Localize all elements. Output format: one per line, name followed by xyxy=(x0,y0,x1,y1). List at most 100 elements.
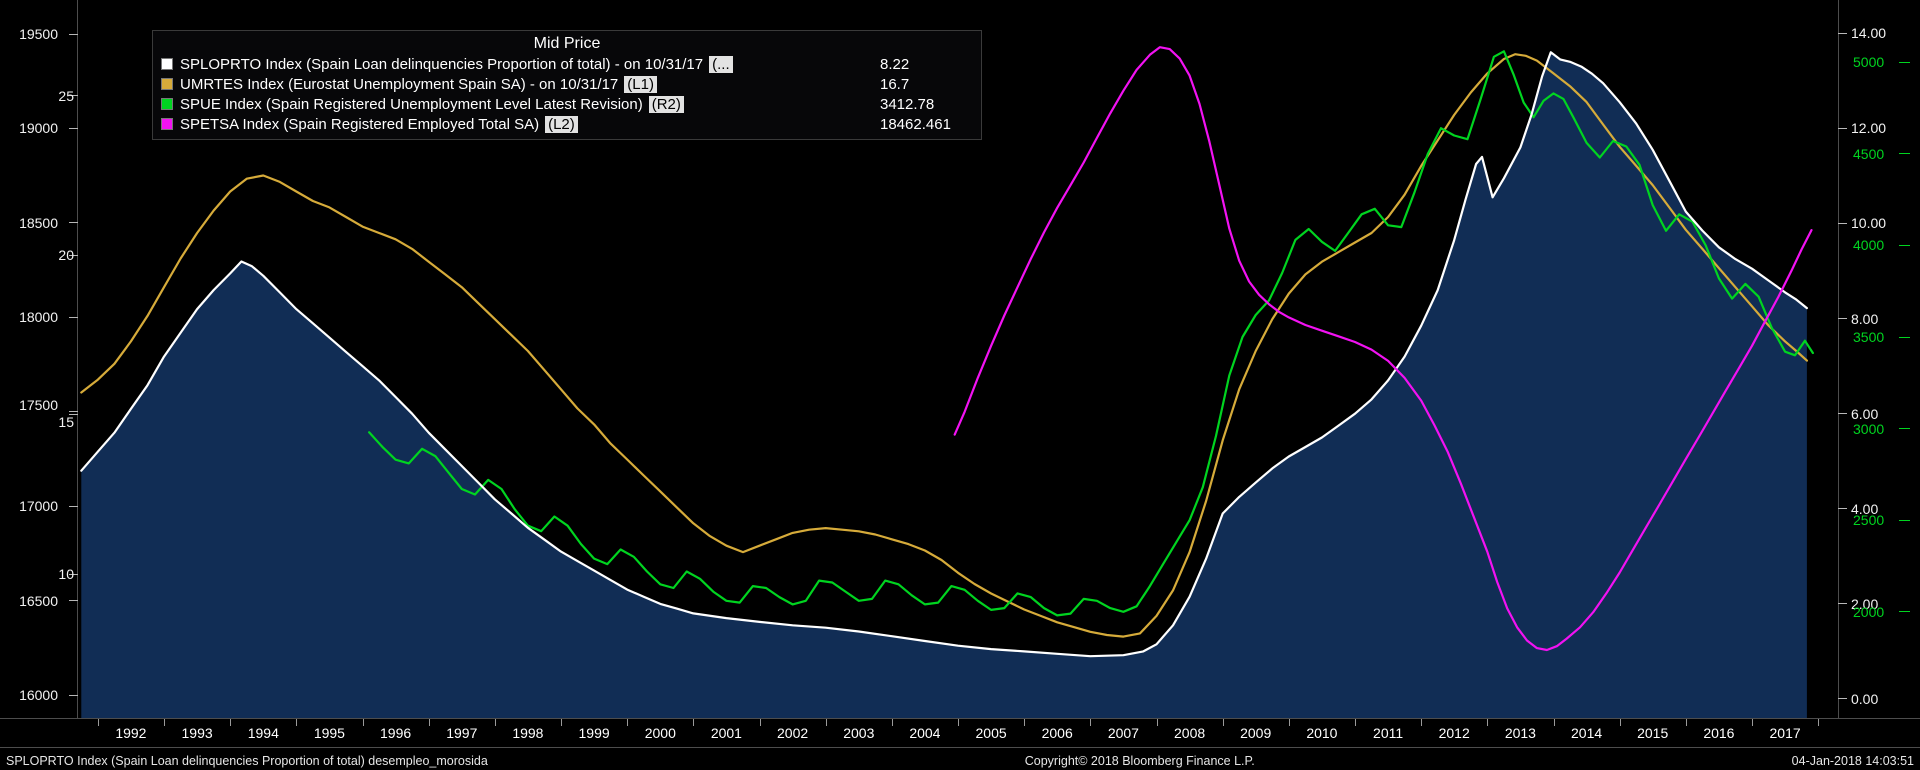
x-axis-year-label: 1992 xyxy=(115,725,147,741)
left-axis-tick xyxy=(69,127,78,129)
x-axis-tick xyxy=(1752,719,1753,726)
left-axis-label-l1: 15 xyxy=(58,413,74,430)
left-axis-tick xyxy=(69,33,78,35)
x-axis-year-label: 2010 xyxy=(1306,725,1338,741)
left-axis-tick xyxy=(69,573,78,575)
left-axis-tick xyxy=(69,414,78,416)
x-axis-tick xyxy=(627,719,629,726)
legend-row-value: 3412.78 xyxy=(880,95,935,113)
x-axis-year-label: 1999 xyxy=(578,725,610,741)
legend-row-label: SPLOPRTO Index (Spain Loan delinquencies… xyxy=(180,55,704,73)
legend-row-value: 8.22 xyxy=(880,55,910,73)
right-axis-tick-r2 xyxy=(1899,519,1910,521)
x-axis-tick xyxy=(1156,719,1158,726)
x-axis-tick xyxy=(1222,719,1224,726)
status-bar-copyright: Copyright© 2018 Bloomberg Finance L.P. xyxy=(1024,753,1255,768)
x-axis-tick xyxy=(1421,719,1423,726)
legend-row-umrtes[interactable]: UMRTES Index (Eurostat Unemployment Spai… xyxy=(161,74,973,94)
status-bar-timestamp: 04-Jan-2018 14:03:51 xyxy=(1791,753,1914,768)
legend-axis-tag: (... xyxy=(709,55,733,73)
x-axis-year-label: 1996 xyxy=(380,725,412,741)
x-axis-year-label: 2001 xyxy=(710,725,742,741)
legend-row-text: UMRTES Index (Eurostat Unemployment Spai… xyxy=(180,75,880,93)
x-axis-tick xyxy=(164,719,165,726)
x-axis-year-label: 2008 xyxy=(1174,725,1206,741)
x-axis-year-label: 1994 xyxy=(247,725,279,741)
legend-row-value: 16.7 xyxy=(880,75,910,93)
right-axis-tick-r1 xyxy=(1838,603,1847,605)
x-axis-year-label: 1993 xyxy=(181,725,213,741)
right-axis-label-r2: 5000 xyxy=(1853,54,1885,71)
sploprto-line xyxy=(80,51,1809,658)
x-axis-year-label: 2014 xyxy=(1571,725,1603,741)
right-axis-tick-r2 xyxy=(1899,153,1910,155)
plot-left-border xyxy=(77,0,78,718)
left-axis-label-l2: 16000 xyxy=(19,687,58,704)
right-axis-label-r1: 8.00 xyxy=(1851,310,1879,327)
right-axis-tick-r1 xyxy=(1838,508,1847,510)
right-axis-label-r1: 2.00 xyxy=(1851,595,1879,612)
left-axis-tick xyxy=(69,316,78,318)
x-axis-year-label: 2004 xyxy=(909,725,941,741)
right-axis-label-r1: 6.00 xyxy=(1851,405,1879,422)
legend-row-spetsa[interactable]: SPETSA Index (Spain Registered Employed … xyxy=(161,114,973,134)
x-axis-tick xyxy=(428,719,430,726)
left-axis-tick xyxy=(69,95,78,97)
x-axis-tick xyxy=(1553,719,1555,726)
left-axis-tick xyxy=(69,505,78,507)
x-axis-year-label: 2003 xyxy=(843,725,875,741)
x-axis-year-label: 2002 xyxy=(777,725,809,741)
x-axis-tick xyxy=(891,719,893,726)
legend-row-sploprto[interactable]: SPLOPRTO Index (Spain Loan delinquencies… xyxy=(161,54,973,74)
legend-row-spue[interactable]: SPUE Index (Spain Registered Unemploymen… xyxy=(161,94,973,114)
sploprto-area xyxy=(81,52,1807,718)
right-axis-tick-r1 xyxy=(1838,413,1847,415)
legend-row-text: SPETSA Index (Spain Registered Employed … xyxy=(180,115,880,133)
right-axis-tick-r1 xyxy=(1838,318,1847,320)
right-axis-label-r2: 2500 xyxy=(1853,512,1885,529)
left-axis-label-l2: 17000 xyxy=(19,498,58,515)
x-axis-tick xyxy=(1355,719,1356,726)
umrtes-line xyxy=(80,53,1809,638)
right-axis-label-r2: 2000 xyxy=(1853,603,1885,620)
x-axis-tick xyxy=(1619,719,1621,726)
right-axis-tick-r2 xyxy=(1899,336,1910,338)
x-axis-year-label: 2009 xyxy=(1240,725,1272,741)
x-axis-year-label: 2016 xyxy=(1703,725,1735,741)
x-axis-year-label: 1997 xyxy=(446,725,478,741)
right-axis-label-r1: 10.00 xyxy=(1851,215,1887,232)
left-axis-tick xyxy=(69,222,78,224)
legend-axis-tag: (R2) xyxy=(648,95,684,113)
x-axis-tick xyxy=(230,719,232,726)
spetsa-line xyxy=(953,46,1813,652)
x-axis-year-label: 2017 xyxy=(1769,725,1801,741)
x-axis-tick xyxy=(362,719,364,726)
left-axis-tick xyxy=(69,254,78,256)
series-color-swatch xyxy=(161,78,173,90)
x-axis-band: 1992 1993 1994 1995 1996 1997 1998 1999 2000 2001… xyxy=(0,718,1920,748)
left-axis-label-l2: 17500 xyxy=(19,396,58,413)
x-axis-tick xyxy=(296,719,298,726)
x-axis-tick xyxy=(759,719,761,726)
right-axis-label-r1: 12.00 xyxy=(1851,120,1887,137)
right-axis-tick-r2 xyxy=(1899,611,1910,613)
x-axis-tick xyxy=(1288,719,1290,726)
right-axis-label-r1: 14.00 xyxy=(1851,25,1887,42)
x-axis-year-label: 1995 xyxy=(313,725,345,741)
legend-row-value: 18462.461 xyxy=(880,115,951,133)
legend-title: Mid Price xyxy=(533,35,601,52)
chart-plot-area[interactable] xyxy=(78,0,1838,718)
spue-line xyxy=(368,50,1815,617)
plot-right-border xyxy=(1838,0,1839,718)
status-bar-security-description: SPLOPRTO Index (Spain Loan delinquencies… xyxy=(6,753,488,768)
x-axis-tick xyxy=(825,719,827,726)
left-axis-label-l2: 18000 xyxy=(19,309,58,326)
left-axis-label-l1: 25 xyxy=(58,87,74,104)
left-axis-label-l2: 16500 xyxy=(19,592,58,609)
x-axis-tick xyxy=(1090,719,1092,726)
right-axis-tick-r1 xyxy=(1838,127,1847,129)
left-axis-tick xyxy=(69,411,78,413)
right-axis-tick-r1 xyxy=(1838,32,1847,34)
x-axis-tick xyxy=(1685,719,1687,726)
